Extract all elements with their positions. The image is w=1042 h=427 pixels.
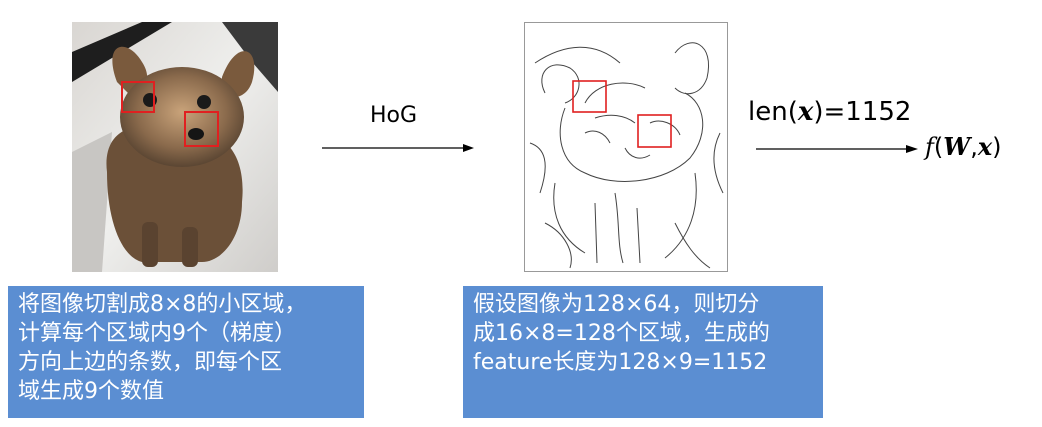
sketch-highlight-eye	[572, 80, 607, 113]
dog-edge-sketch	[524, 22, 728, 272]
function-label: f(W,x)	[925, 132, 1002, 161]
sketch-highlight-nose	[637, 114, 672, 148]
func-close: )	[992, 133, 1002, 161]
func-name: f	[925, 133, 934, 161]
left-description-box: 将图像切割成8×8的小区域， 计算每个区域内9个（梯度） 方向上边的条数，即每个…	[8, 286, 364, 418]
length-label: len(x)=1152	[748, 97, 911, 127]
output-arrow	[756, 141, 918, 155]
hog-arrow	[322, 140, 474, 154]
dog-photo	[72, 22, 278, 272]
hog-label: HoG	[370, 103, 418, 128]
length-suffix: )=1152	[813, 97, 912, 127]
highlight-box-eye	[121, 81, 155, 113]
right-description-box: 假设图像为128×64，则切分 成16×8=128个区域，生成的 feature…	[463, 286, 823, 418]
length-prefix: len(	[748, 97, 798, 127]
func-sep: ,	[970, 133, 978, 161]
func-arg-x: x	[977, 132, 993, 161]
func-arg-w: W	[943, 132, 971, 161]
func-open: (	[933, 133, 944, 161]
length-var: x	[797, 97, 814, 127]
highlight-box-nose	[184, 111, 219, 147]
